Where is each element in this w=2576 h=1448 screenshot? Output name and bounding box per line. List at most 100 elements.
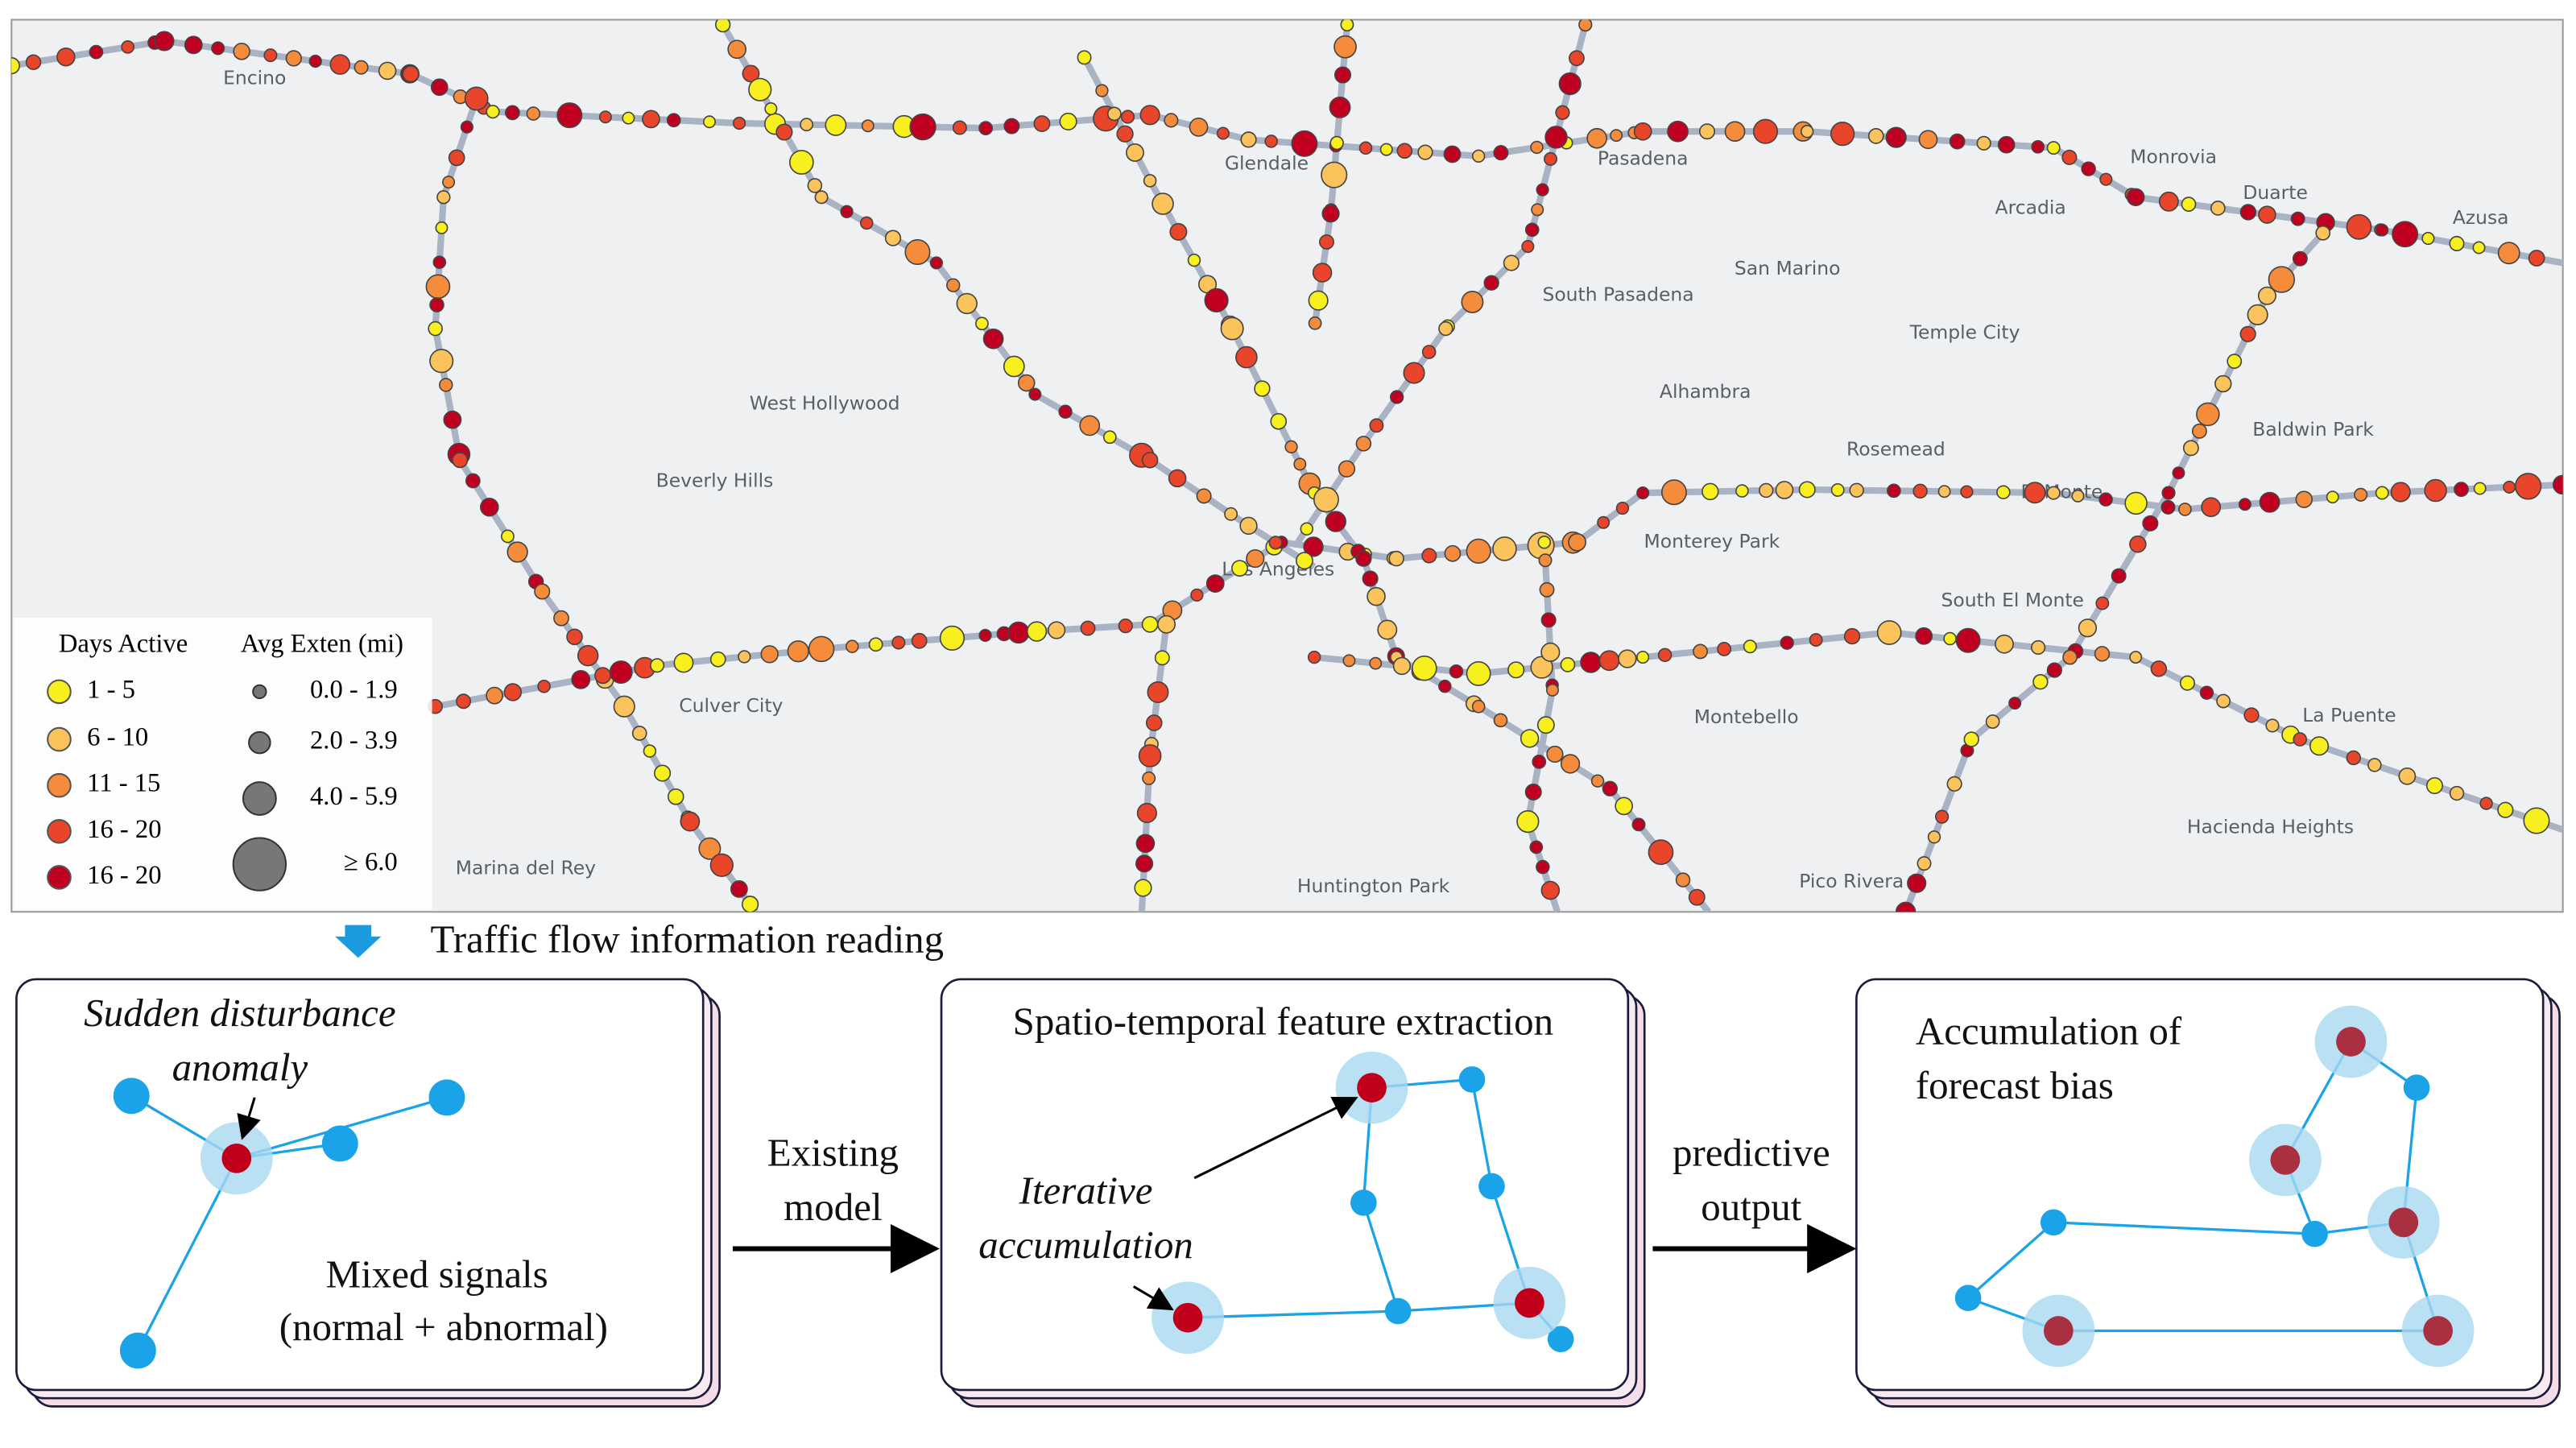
incident-dot [1369,418,1384,433]
incident-dot [2424,478,2447,503]
incident-dot [667,788,684,805]
incident-dot [2214,374,2232,393]
incident-dot [1963,731,1979,747]
incident-dot [2172,466,2185,480]
incident-dot [727,39,747,60]
incident-dot [1586,127,1607,149]
anomaly-node [2336,1027,2366,1057]
incident-dot [537,680,551,693]
incident-dot [1830,483,1845,497]
incident-dot [891,635,906,650]
incident-dot [1540,612,1557,628]
place-label: Glendale [1225,152,1309,175]
incident-dot [1388,550,1404,567]
incident-dot [2239,204,2257,221]
incident-dot [1471,149,1486,163]
incident-dot [435,221,449,234]
incident-dot [1007,621,1030,644]
incident-dot [1636,486,1650,500]
incident-dot [1293,457,1307,471]
place-label: Beverly Hills [656,469,774,491]
incident-dot [982,328,1004,350]
legend-label: 16 - 20 [87,861,161,890]
incident-dot [840,205,854,218]
incident-dot [2392,221,2419,248]
incident-dot [1546,745,1564,763]
map-background [10,19,2564,913]
incident-dot [1675,872,1691,887]
incident-dot [1544,126,1568,149]
incident-dot [556,102,583,129]
place-label: Montebello [1694,705,1799,728]
incident-dot [2210,201,2226,216]
incident-dot [233,43,250,60]
legend-title: Avg Exten (mi) [241,629,403,658]
incident-dot [566,628,583,646]
incident-dot [1308,316,1322,330]
incident-dot [1995,634,2014,654]
incident-dot [1996,485,2011,499]
graph-node [119,1332,156,1369]
incident-dot [2528,250,2545,267]
panel-text: predictive [1673,1131,1830,1175]
place-label: Monrovia [2130,145,2217,168]
incident-dot [1524,783,1542,801]
incident-dot [2295,490,2313,508]
anomaly-node [2043,1316,2074,1346]
incident-dot [1539,581,1555,598]
place-label: Rosemead [1846,438,1945,461]
incident-dot [1333,35,1357,59]
incident-dot [1319,234,1334,250]
incident-dot [1390,390,1404,404]
incident-dot [808,635,835,663]
panel [1855,978,2545,1392]
incident-dot [553,610,569,627]
incident-dot [436,190,451,205]
incident-dot [1537,535,1552,549]
incident-dot [1660,479,1687,506]
incident-dot [2094,646,2111,662]
incident-dot [1915,627,1933,645]
incident-dot [2497,242,2520,265]
incident-dot [1895,901,1916,912]
graph-node [1384,1297,1412,1325]
incident-dot [1142,771,1156,785]
incident-dot [1392,656,1412,676]
incident-dot [1231,560,1248,577]
incident-dot [1102,430,1117,445]
incident-dot [1618,649,1637,668]
incident-dot [714,19,731,33]
incident-dot [1809,633,1823,647]
place-label: Pico Rivera [1799,870,1904,892]
incident-dot [465,473,481,489]
incident-dot [730,880,748,898]
incident-dot [1636,651,1650,664]
incident-dot [1321,161,1348,188]
graph-node [113,1078,150,1115]
incident-dot [2503,480,2516,494]
incident-dot [1997,135,2016,154]
place-label: Encino [223,66,286,89]
incident-dot [1235,345,1258,369]
incident-dot [680,811,701,832]
incident-dot [1520,729,1540,748]
incident-dot [1615,501,1630,515]
incident-dot [285,50,302,67]
incident-dot [442,176,456,189]
incident-dot [1724,121,1746,143]
incident-dot [2309,736,2330,756]
incident-dot [1303,536,1324,557]
incident-dot [2375,223,2389,237]
incident-dot [1590,774,1605,788]
incident-dot [425,274,451,300]
graph-node [2301,1220,2328,1247]
incident-dot [1296,552,1313,570]
incident-dot [868,637,883,652]
legend-label: 11 - 15 [87,769,160,798]
incident-dot [1134,879,1152,897]
incident-dot [1955,627,1981,653]
incident-dot [56,47,76,67]
incident-dot [2062,649,2078,665]
legend-box [13,618,432,911]
